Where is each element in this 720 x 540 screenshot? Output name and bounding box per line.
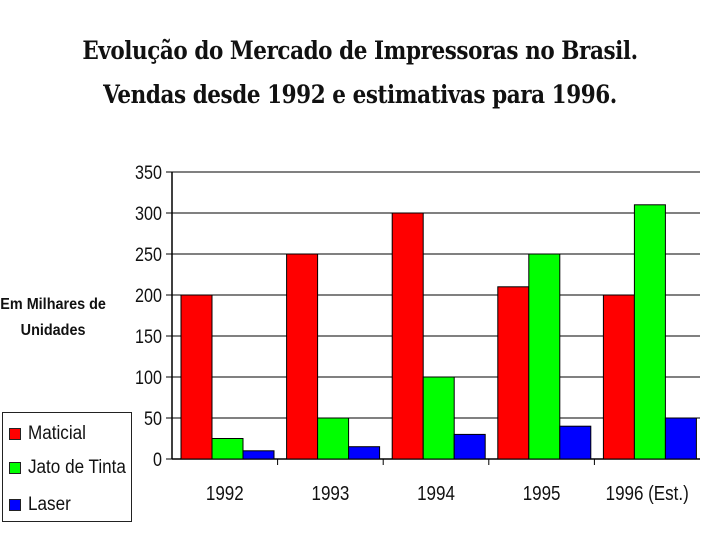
bar-jato-de-tinta-1993 <box>317 417 350 460</box>
bar-jato-de-tinta-1992 <box>211 438 244 460</box>
bar-laser-1996-Est <box>664 417 697 460</box>
bar-jato-de-tinta-1994 <box>422 376 455 460</box>
y-tick-label-350: 350 <box>135 162 162 184</box>
chart-legend: Maticial Jato de Tinta Laser <box>2 412 132 522</box>
y-tick-label-0: 0 <box>153 449 162 471</box>
y-axis-label: Em Milhares de Unidades <box>0 296 106 339</box>
legend-swatch-laser <box>9 499 21 511</box>
y-tick-label-250: 250 <box>135 244 162 266</box>
legend-label-maticial: Maticial <box>28 423 86 444</box>
bar-laser-1995 <box>559 425 592 460</box>
bar-laser-1992 <box>242 450 275 460</box>
x-tick-label-0: 1992 <box>206 482 244 505</box>
y-tick-label-300: 300 <box>135 203 162 225</box>
y-tick-label-100: 100 <box>135 367 162 389</box>
y-tick-label-150: 150 <box>135 326 162 348</box>
bar-laser-1994 <box>453 433 486 460</box>
x-tick-label-2: 1994 <box>417 482 455 505</box>
bar-maticial-1992 <box>180 294 213 460</box>
bar-jato-de-tinta-1995 <box>528 253 561 460</box>
x-tick-label-4: 1996 (Est.) <box>606 482 689 505</box>
bar-jato-de-tinta-1996-Est <box>633 204 666 460</box>
x-tick-label-1: 1993 <box>312 482 350 505</box>
legend-label-jato-de-tinta: Jato de Tinta <box>28 457 126 478</box>
legend-swatch-jato-de-tinta <box>9 462 21 474</box>
x-tick-label-3: 1995 <box>523 482 561 505</box>
y-tick-label-50: 50 <box>144 408 162 430</box>
chart-title-line-1: Evolução do Mercado de Impressoras no Br… <box>82 36 638 65</box>
y-tick-label-200: 200 <box>135 285 162 307</box>
legend-swatch-maticial <box>9 428 21 440</box>
bar-maticial-1996-Est <box>602 294 635 460</box>
bar-maticial-1993 <box>286 253 319 460</box>
legend-item-laser: Laser <box>9 493 76 517</box>
chart-title-line-2: Vendas desde 1992 e estimativas para 199… <box>103 80 617 109</box>
bar-laser-1993 <box>348 446 381 460</box>
bar-maticial-1994 <box>391 212 424 460</box>
legend-label-laser: Laser <box>28 494 71 515</box>
legend-item-jato-de-tinta: Jato de Tinta <box>9 456 137 480</box>
bar-maticial-1995 <box>497 286 530 460</box>
legend-item-maticial: Maticial <box>9 422 92 446</box>
